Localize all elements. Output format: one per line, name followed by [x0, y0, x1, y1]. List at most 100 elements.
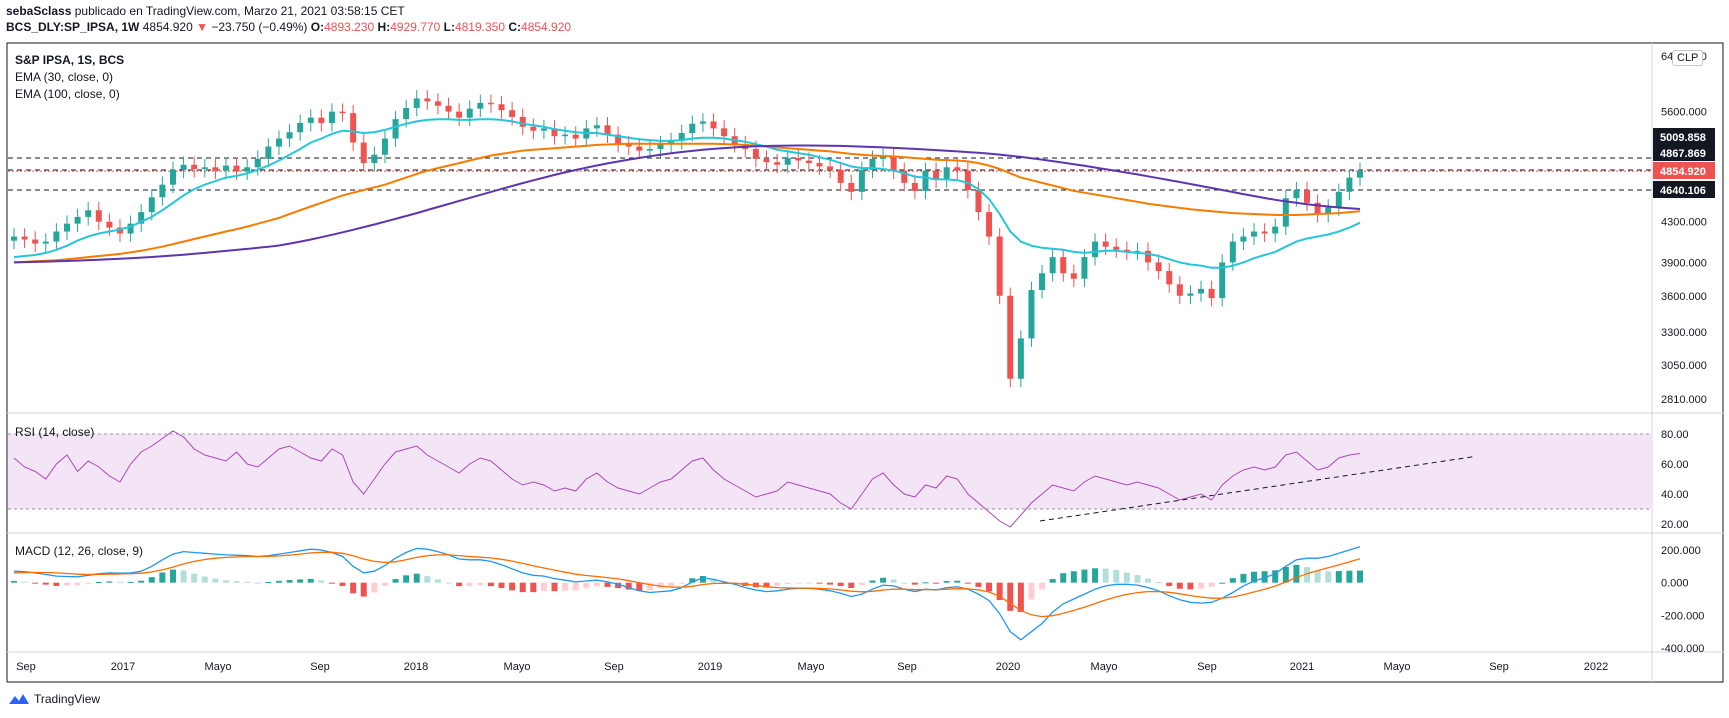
symbol: BCS_DLY:SP_IPSA, 1W [6, 20, 140, 34]
macd-histogram-bar [413, 573, 420, 583]
time-axis-label: Mayo [798, 661, 825, 673]
macd-histogram-bar [328, 582, 335, 584]
candle-body [1113, 246, 1120, 250]
candle-body [403, 107, 410, 120]
publish-line: sebaSclass publicado en TradingView.com,… [6, 3, 571, 19]
price-tick-label: 3300.000 [1661, 327, 1707, 339]
macd-histogram-bar [837, 582, 844, 587]
macd-histogram-bar [890, 579, 897, 583]
candle-body [848, 182, 855, 192]
rsi-line [13, 430, 1361, 528]
candle-body [1187, 293, 1194, 296]
price-label-text: 5009.858 [1660, 132, 1706, 144]
candle-body [360, 142, 367, 164]
candle-body [381, 138, 388, 155]
macd-histogram-bar [519, 582, 526, 593]
macd-histogram-bar [222, 580, 229, 583]
candle-body [1293, 190, 1300, 199]
price-tick-label: 5600.000 [1661, 107, 1707, 119]
macd-histogram-bar [1081, 569, 1088, 583]
time-axis-label: 2018 [404, 661, 428, 673]
candle-body [572, 134, 579, 139]
macd-histogram-bar [1187, 582, 1194, 590]
macd-histogram-bar [403, 575, 410, 583]
candle-body [710, 121, 717, 129]
macd-histogram-bar [74, 582, 81, 586]
macd-histogram-bar [646, 582, 653, 591]
macd-legend: MACD (12, 26, close, 9) [15, 544, 144, 558]
candle-body [95, 210, 102, 222]
macd-histogram-bar [127, 581, 134, 583]
macd-histogram-bar [424, 576, 431, 583]
candle-body [42, 241, 49, 244]
macd-histogram-bar [678, 582, 685, 584]
candle-body [721, 128, 728, 137]
macd-histogram-bar [350, 582, 357, 594]
price-tick-label: 3600.000 [1661, 291, 1707, 303]
macd-histogram-bar [1282, 566, 1289, 583]
price-label-text: 4640.106 [1660, 185, 1706, 197]
candle-body [1028, 290, 1035, 339]
candle-body [191, 164, 198, 169]
candle-body [646, 148, 653, 151]
time-axis-label: Sep [1489, 661, 1509, 673]
candle-body [1039, 273, 1046, 291]
macd-histogram-bar [42, 582, 49, 585]
macd-histogram-bar [996, 582, 1003, 600]
macd-histogram-bar [1123, 572, 1130, 583]
candle-body [275, 138, 282, 147]
macd-histogram-bar [869, 580, 876, 583]
macd-tick-label: -200.000 [1661, 610, 1704, 622]
currency-button[interactable]: CLP [1672, 50, 1704, 66]
candle-body [106, 221, 113, 228]
macd-histogram-bar [138, 580, 145, 583]
signal-line [13, 551, 1361, 618]
macd-histogram-bar [583, 582, 590, 589]
macd-histogram-bar [1198, 582, 1205, 589]
candle-body [890, 156, 897, 171]
candle-body [668, 140, 675, 145]
macd-histogram-bar [148, 577, 155, 583]
macd-histogram-bar [53, 582, 60, 586]
candle-body [1081, 257, 1088, 279]
candle-body [169, 169, 176, 185]
time-axis-label: 2020 [996, 661, 1020, 673]
macd-histogram-bar [1304, 567, 1311, 583]
chart-header: sebaSclass publicado en TradingView.com,… [6, 3, 571, 35]
author: sebaSclass [6, 4, 72, 18]
macd-histogram-bar [180, 570, 187, 583]
candle-body [636, 146, 643, 151]
macd-histogram-bar [498, 582, 505, 589]
macd-histogram-bar [1176, 582, 1183, 589]
candle-body [424, 98, 431, 102]
candle-body [212, 167, 219, 171]
candle-body [1229, 241, 1236, 263]
candle-body [752, 148, 759, 159]
macd-histogram-bar [212, 578, 219, 583]
candle-body [74, 216, 81, 224]
candle-body [1049, 257, 1056, 274]
candle-body [943, 167, 950, 180]
candle-body [1251, 231, 1258, 237]
macd-histogram-bar [1007, 582, 1014, 611]
candle-body [540, 128, 547, 131]
candle-body [53, 231, 60, 242]
macd-histogram-bar [1272, 570, 1279, 583]
macd-histogram-bar [1134, 575, 1141, 583]
macd-histogram-bar [477, 582, 484, 586]
macd-histogram-bar [95, 582, 102, 584]
macd-histogram-bar [63, 582, 70, 586]
candle-body [477, 102, 484, 109]
candle-body [869, 158, 876, 170]
price-change: −23.750 (−0.49%) [211, 20, 308, 34]
candle-body [487, 102, 494, 105]
chart-frame [6, 42, 1724, 683]
macd-tick-label: -400.000 [1661, 643, 1704, 655]
candle-body [1272, 226, 1279, 234]
macd-histogram-bar [233, 581, 240, 583]
candle-body [1282, 198, 1289, 227]
macd-histogram-bar [1155, 582, 1162, 584]
candle-body [1240, 236, 1247, 242]
ema30-line [13, 118, 1361, 269]
